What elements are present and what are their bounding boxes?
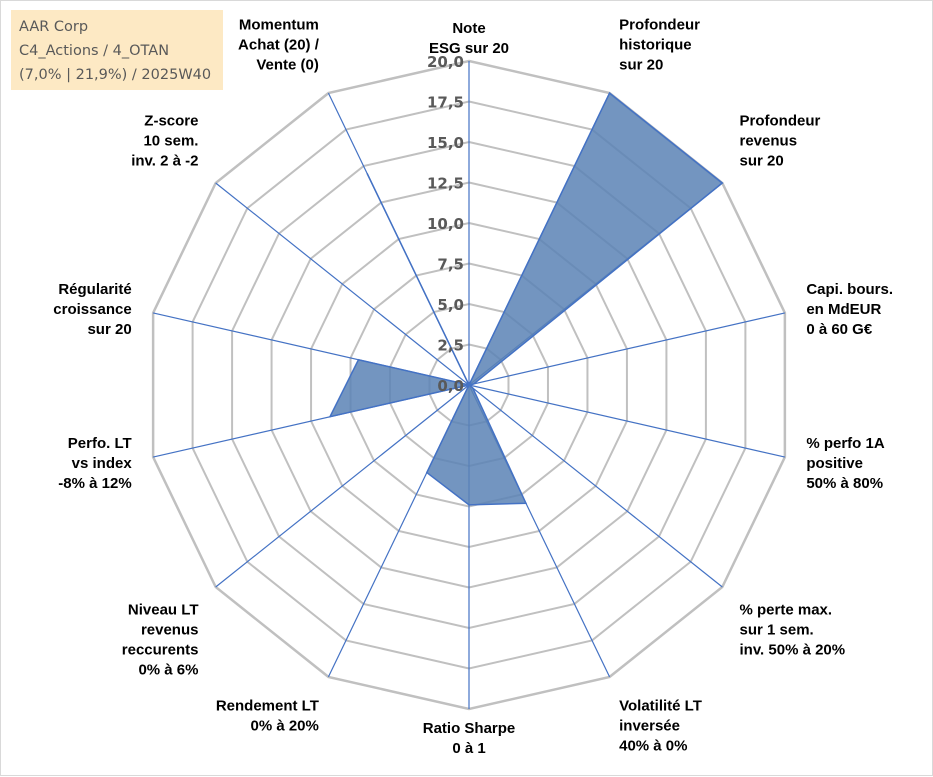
tick-label: 0,0 [437,377,464,395]
category-label-line: -8% à 12% [58,475,131,492]
category-label-line: 0% à 20% [250,718,318,735]
category-label: % perte max. sur 1 sem. inv. 50% à 20% [740,602,846,659]
category-label-line: Note [452,20,485,37]
category-label-line: Profondeur [619,16,700,33]
category-label: Momentum Achat (20) / Vente (0) [238,16,320,73]
tick-label-layer: 0,02,55,07,510,012,515,017,520,0 [427,53,464,395]
category-label: Régularité croissance sur 20 [53,281,131,338]
category-label-line: Niveau LT [128,602,199,619]
tick-label: 10,0 [427,215,464,233]
category-label-line: historique [619,36,692,53]
category-label-line: positive [806,455,863,472]
category-label-line: revenus [141,622,199,639]
category-label-line: Momentum [239,16,319,33]
category-label-line: 0% à 6% [138,662,198,679]
category-label: Ratio Sharpe 0 à 1 [423,720,516,757]
category-label-line: vs index [72,455,133,472]
category-label: Volatilité LT inversée 40% à 0% [619,698,702,755]
category-label-line: 0 à 60 G€ [806,321,873,338]
category-label: Profondeur historique sur 20 [619,16,700,73]
category-label-line: Vente (0) [256,56,319,73]
category-label-line: inversée [619,718,680,735]
category-label: Capi. bours. en MdEUR 0 à 60 G€ [806,281,893,338]
category-label-line: 10 sem. [143,132,198,149]
category-label-line: Volatilité LT [619,698,702,715]
category-label: Profondeur revenus sur 20 [740,112,821,169]
category-label-line: % perfo 1A [806,435,885,452]
tick-label: 17,5 [427,94,464,112]
category-label-line: Rendement LT [216,698,319,715]
category-label-line: Z-score [144,112,198,129]
category-label-line: inv. 2 à -2 [131,152,198,169]
category-label-line: Perfo. LT [68,435,132,452]
tick-label: 12,5 [427,175,464,193]
category-label-line: Profondeur [740,112,821,129]
category-label-line: Régularité [58,281,131,298]
category-label-line: sur 1 sem. [740,622,814,639]
category-label-line: Ratio Sharpe [423,720,516,737]
category-label-layer: Note ESG sur 20 Profondeur historique sur 20… [53,16,893,757]
tick-label: 2,5 [437,337,464,355]
category-label: Niveau LT revenus reccurents 0% à 6% [122,602,199,679]
category-label-line: en MdEUR [806,301,881,318]
category-label-line: 0 à 1 [452,740,485,757]
info-box: AAR Corp C4_Actions / 4_OTAN (7,0% | 21,… [11,10,223,90]
category-label-line: % perte max. [740,602,833,619]
category-label-line: 50% à 80% [806,475,883,492]
tick-label: 7,5 [437,256,464,274]
category-label-line: sur 20 [619,56,663,73]
category-label-line: revenus [740,132,798,149]
category-label: C4_Actions / 4_OTAN [19,39,223,63]
company-name: AAR Corp [19,15,223,39]
category-label-line: ESG sur 20 [429,40,509,57]
category-label: Rendement LT 0% à 20% [216,698,319,735]
category-label-line: Capi. bours. [806,281,893,298]
tick-label: 15,0 [427,134,464,152]
category-label-line: sur 20 [87,321,131,338]
category-label: Z-score 10 sem. inv. 2 à -2 [131,112,198,169]
category-label-line: Achat (20) / [238,36,320,53]
category-label-line: sur 20 [740,152,784,169]
category-label: Note ESG sur 20 [429,20,509,57]
category-label: Perfo. LT vs index -8% à 12% [58,435,132,492]
category-label-line: reccurents [122,642,199,659]
category-label-line: croissance [53,301,131,318]
category-label: % perfo 1A positive 50% à 80% [806,435,885,492]
tick-label: 5,0 [437,296,464,314]
category-label-line: inv. 50% à 20% [740,642,846,659]
category-label-line: 40% à 0% [619,738,687,755]
stats-label: (7,0% | 21,9%) / 2025W40 [19,63,223,87]
